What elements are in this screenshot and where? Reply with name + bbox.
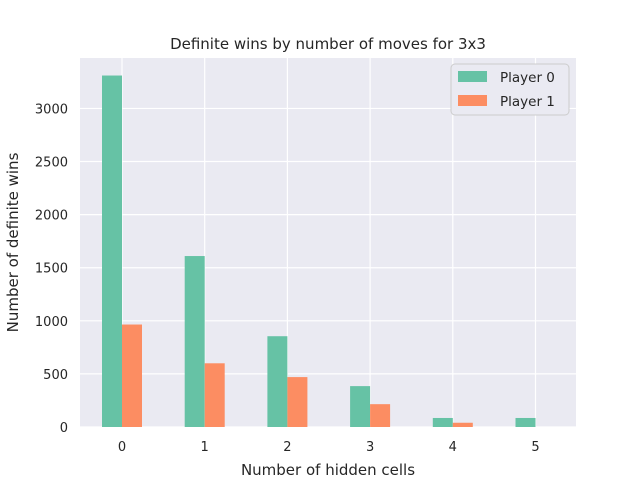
bar-player-0-2 <box>267 336 288 427</box>
y-tick-label: 2500 <box>35 156 68 171</box>
y-tick-label: 1500 <box>35 262 68 277</box>
legend-swatch-player-0 <box>458 71 487 82</box>
bar-player-0-0 <box>102 75 122 427</box>
y-tick-label: 0 <box>60 421 68 436</box>
y-tick-label: 3000 <box>35 102 68 117</box>
x-tick-label: 5 <box>531 440 539 455</box>
plot-area <box>80 58 576 427</box>
x-tick-label: 1 <box>201 440 209 455</box>
bar-player-0-5 <box>515 417 536 427</box>
x-tick-label: 4 <box>449 440 457 455</box>
legend-swatch-player-1 <box>458 95 487 106</box>
bar-player-0-4 <box>432 417 453 427</box>
bars <box>102 75 536 427</box>
bar-player-1-3 <box>370 404 391 427</box>
chart-title: Definite wins by number of moves for 3x3 <box>170 35 486 53</box>
x-tick-label: 2 <box>283 440 291 455</box>
bar-player-1-2 <box>287 377 308 427</box>
y-tick-label: 1000 <box>35 315 68 330</box>
legend-label-player-1: Player 1 <box>500 94 555 110</box>
bar-player-0-3 <box>350 386 371 427</box>
bar-player-1-1 <box>204 363 225 427</box>
bar-player-1-0 <box>122 324 142 427</box>
ticks: 0 500 1000 1500 2000 2500 3000 0 1 2 3 4 5 <box>35 102 540 455</box>
y-tick-label: 2000 <box>35 209 68 224</box>
y-axis-label: Number of definite wins <box>4 152 22 332</box>
x-tick-label: 3 <box>366 440 374 455</box>
legend: Player 0 Player 1 <box>450 63 570 116</box>
legend-label-player-0: Player 0 <box>500 70 555 86</box>
x-tick-label: 0 <box>118 440 126 455</box>
bar-player-1-4 <box>452 422 473 427</box>
bar-player-0-1 <box>184 256 205 427</box>
y-tick-label: 500 <box>43 368 68 383</box>
x-axis-label: Number of hidden cells <box>241 461 415 479</box>
